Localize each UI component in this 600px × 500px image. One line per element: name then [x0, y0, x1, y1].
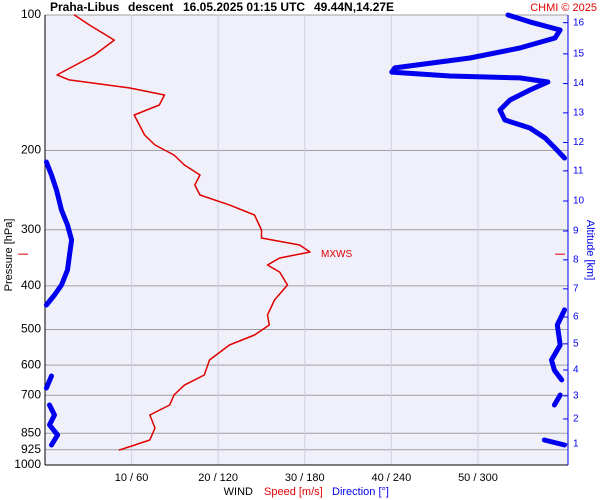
- y-tick-label: 1000: [14, 457, 41, 471]
- altitude-tick-label: 5: [573, 338, 579, 349]
- speed-line: [56, 14, 311, 451]
- station: Praha-Libus: [50, 0, 120, 14]
- phase: descent: [128, 0, 173, 14]
- altitude-tick-label: 8: [573, 254, 579, 265]
- altitude-tick-label: 4: [573, 365, 579, 376]
- legend-direction: Direction [°]: [332, 486, 389, 498]
- y-tick-label: 925: [21, 442, 41, 456]
- x-tick-label: 20 / 120: [198, 472, 238, 484]
- mxws-label: MXWS: [321, 249, 352, 260]
- altitude-tick-label: 6: [573, 312, 579, 323]
- altitude-tick-label: 1: [573, 439, 579, 450]
- altitude-tick-label: 11: [573, 165, 584, 176]
- y-tick-label: 400: [21, 278, 41, 292]
- direction-line: [43, 159, 75, 308]
- credit: CHMI © 2025: [530, 2, 597, 14]
- direction-line: [389, 12, 567, 161]
- altitude-tick-label: 16: [573, 17, 585, 28]
- y-tick-label: 500: [21, 322, 41, 336]
- y-axis-label: Pressure [hPa]: [3, 219, 15, 292]
- altitude-tick-label: 14: [573, 78, 585, 89]
- plot-area: [45, 15, 568, 465]
- x-tick-label: 30 / 180: [285, 472, 325, 484]
- altitude-tick-label: 10: [573, 196, 585, 207]
- time: 16.05.2025 01:15 UTC: [183, 0, 305, 14]
- y-tick-label: 100: [21, 7, 41, 21]
- direction-line: [549, 307, 567, 383]
- direction-line: [541, 437, 567, 448]
- altitude-tick-label: 3: [573, 390, 579, 401]
- altitude-tick-label: 13: [573, 108, 585, 119]
- y-tick-label: 200: [21, 143, 41, 157]
- y-tick-label: 300: [21, 222, 41, 236]
- x-axis-label: WIND: [224, 486, 253, 498]
- x-tick-label: 10 / 60: [115, 472, 149, 484]
- y-tick-label: 700: [21, 387, 41, 401]
- direction-line: [43, 373, 54, 391]
- altitude-tick-label: 2: [573, 414, 579, 425]
- x-tick-label: 50 / 300: [458, 472, 498, 484]
- altitude-tick-label: 9: [573, 226, 579, 237]
- x-tick-label: 40 / 240: [371, 472, 411, 484]
- y-tick-label: 600: [21, 357, 41, 371]
- direction-line: [551, 392, 563, 408]
- altitude-tick-label: 12: [573, 137, 585, 148]
- y2-axis-label: Altitude [km]: [584, 220, 596, 281]
- altitude-tick-label: 15: [573, 49, 585, 60]
- direction-line: [47, 402, 61, 448]
- position: 49.44N,14.27E: [314, 0, 394, 14]
- altitude-tick-label: 7: [573, 283, 579, 294]
- legend-speed: Speed [m/s]: [264, 486, 323, 498]
- y-tick-label: 850: [21, 425, 41, 439]
